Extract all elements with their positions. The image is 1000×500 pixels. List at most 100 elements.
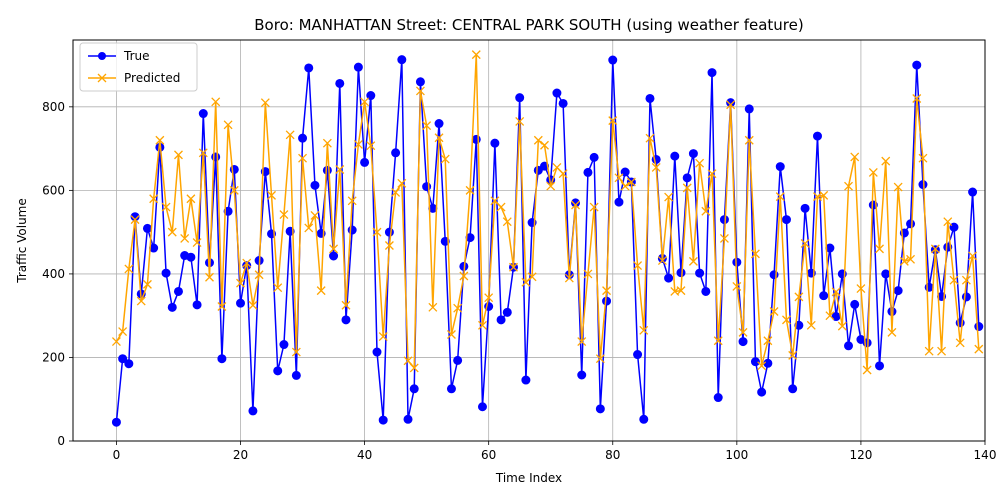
data-point-true (676, 268, 686, 278)
data-point-true (633, 350, 643, 360)
data-point-predicted (856, 284, 866, 293)
data-point-predicted (446, 330, 456, 339)
data-point-predicted (155, 135, 165, 145)
data-point-true (750, 357, 760, 367)
data-point-predicted (868, 167, 878, 177)
data-point-predicted (329, 244, 339, 254)
data-point-predicted (540, 140, 549, 150)
data-point-true (906, 219, 916, 229)
data-point-true (161, 268, 171, 278)
data-point-true (794, 320, 804, 330)
data-point-predicted (564, 273, 574, 283)
x-tick-label: 20 (233, 448, 248, 462)
data-point-true (713, 393, 723, 403)
data-point-predicted (800, 238, 810, 248)
data-point-predicted (279, 210, 289, 220)
x-tick-label: 80 (605, 448, 620, 462)
data-point-true (788, 384, 798, 394)
data-point-true (540, 161, 550, 171)
data-point-predicted (918, 153, 928, 163)
data-point-true (236, 298, 246, 308)
data-point-predicted (633, 261, 643, 271)
data-point-true (142, 223, 152, 233)
data-point-predicted (682, 183, 692, 193)
data-point-predicted (738, 327, 748, 337)
data-point-predicted (515, 116, 525, 126)
data-point-true (577, 370, 587, 380)
data-point-predicted (236, 278, 245, 288)
data-point-predicted (968, 251, 978, 261)
data-point-true (812, 131, 822, 141)
data-point-predicted (546, 181, 556, 191)
data-point-true (620, 167, 630, 177)
data-point-predicted (887, 327, 897, 337)
data-point-predicted (763, 336, 773, 346)
data-point-true (701, 286, 711, 296)
data-point-predicted (899, 256, 909, 266)
data-point-true (173, 286, 183, 296)
data-point-true (918, 180, 928, 190)
data-point-predicted (205, 272, 214, 282)
data-point-true (881, 269, 891, 279)
data-point-true (614, 197, 624, 207)
data-point-predicted (465, 185, 475, 195)
data-point-predicted (602, 286, 612, 296)
chart-title: Boro: MANHATTAN Street: CENTRAL PARK SOU… (254, 16, 803, 34)
data-point-predicted (478, 320, 487, 330)
data-point-predicted (937, 346, 947, 356)
data-point-predicted (409, 363, 419, 373)
data-point-true (198, 109, 208, 119)
data-point-true (397, 55, 407, 65)
data-point-predicted (304, 223, 314, 233)
x-tick-label: 40 (357, 448, 372, 462)
data-point-predicted (223, 120, 233, 130)
data-point-predicted (459, 271, 469, 281)
data-point-predicted (577, 337, 587, 347)
legend-marker-true (98, 52, 106, 60)
data-point-predicted (180, 233, 190, 243)
data-point-predicted (291, 347, 301, 357)
data-point-true (335, 78, 345, 88)
data-point-true (353, 62, 363, 72)
y-tick-label: 600 (42, 183, 65, 197)
data-point-predicted (912, 94, 922, 103)
data-point-predicted (651, 162, 661, 172)
data-point-predicted (186, 194, 196, 204)
data-point-predicted (496, 202, 506, 212)
data-point-true (645, 93, 655, 103)
data-point-predicted (949, 275, 959, 285)
data-point-predicted (614, 173, 624, 183)
data-point-true (583, 167, 593, 177)
data-point-true (453, 355, 463, 365)
x-tick-label: 140 (974, 448, 997, 462)
y-axis-label: Traffic Volume (15, 198, 29, 284)
series-line-predicted (115, 53, 980, 371)
data-point-true (695, 268, 705, 278)
data-point-true (446, 384, 456, 394)
data-point-predicted (626, 177, 636, 187)
data-point-true (589, 152, 599, 162)
data-point-true (521, 375, 531, 385)
data-point-predicted (124, 264, 134, 274)
data-point-predicted (440, 154, 450, 164)
data-point-predicted (688, 256, 698, 266)
data-point-predicted (850, 152, 860, 162)
data-point-true (800, 203, 810, 213)
data-point-predicted (744, 135, 754, 145)
data-point-predicted (583, 269, 593, 279)
y-tick-label: 400 (42, 267, 65, 281)
data-point-true (409, 384, 419, 394)
data-point-true (298, 133, 308, 143)
data-point-true (118, 354, 128, 364)
data-point-true (558, 98, 568, 108)
data-point-true (415, 77, 425, 87)
data-point-true (310, 180, 320, 190)
data-point-predicted (111, 337, 121, 347)
data-point-true (434, 119, 444, 129)
data-point-predicted (893, 182, 903, 192)
data-point-true (490, 138, 500, 148)
data-point-true (360, 157, 370, 167)
data-point-predicted (701, 206, 711, 216)
data-point-predicted (676, 286, 686, 296)
